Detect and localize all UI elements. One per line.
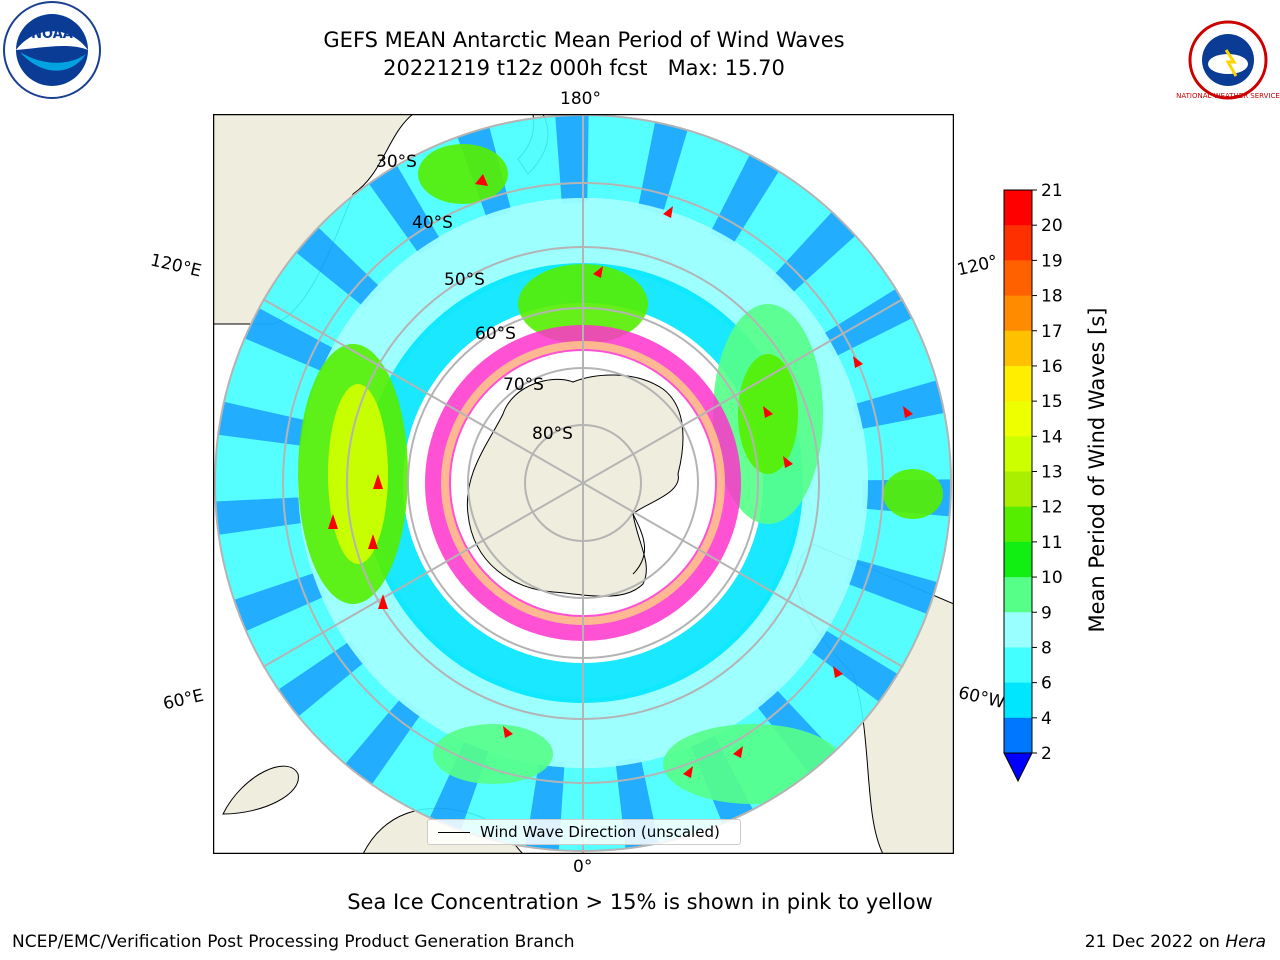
land-madagascar: [222, 765, 299, 815]
colorbar-segment: [1004, 506, 1032, 543]
colorbar-tick-label: 15: [1041, 392, 1063, 412]
lon-label-0: 0°: [573, 857, 593, 877]
colorbar-tick-label: 8: [1041, 638, 1052, 658]
colorbar-segment: [1004, 190, 1032, 226]
colorbar-tick-label: 9: [1041, 603, 1052, 623]
map-subtitle: 20221219 t12z 000h fcst Max: 15.70: [383, 56, 785, 80]
colorbar-tick-label: 13: [1041, 463, 1063, 483]
footer-date: 21 Dec 2022 on Hera: [1085, 932, 1266, 952]
graticule: [214, 114, 952, 854]
colorbar-tick-label: 12: [1041, 498, 1063, 518]
nws-logo: NATIONAL WEATHER SERVICE: [1176, 20, 1280, 100]
colorbar-label: Mean Period of Wind Waves [s]: [1085, 307, 1109, 633]
colorbar-tick-label: 19: [1041, 251, 1063, 271]
colorbar-segment: [1004, 682, 1032, 719]
colorbar-segment: [1004, 436, 1032, 472]
colorbar-tick-label: 11: [1041, 533, 1063, 553]
lon-label-120e: 120°E: [148, 250, 204, 282]
footer-branch: NCEP/EMC/Verification Post Processing Pr…: [12, 932, 575, 952]
lat-label-80s: 80°S: [532, 424, 573, 444]
colorbar-segment: [1004, 330, 1032, 367]
lat-label-40s: 40°S: [412, 213, 453, 233]
map-title: GEFS MEAN Antarctic Mean Period of Wind …: [323, 28, 845, 52]
colorbar-segment: [1004, 471, 1032, 508]
colorbar-tick-label: 21: [1041, 181, 1063, 201]
noaa-logo-text: NOAA: [31, 27, 73, 42]
colorbar-segment: [1004, 260, 1032, 297]
legend-line-swatch: [438, 831, 470, 833]
nws-logo-text: NATIONAL WEATHER SERVICE: [1176, 92, 1280, 100]
colorbar-tick-label: 18: [1041, 287, 1063, 307]
lat-label-70s: 70°S: [503, 375, 544, 395]
footer-machine: Hera: [1225, 932, 1266, 952]
lat-label-60s: 60°S: [475, 324, 516, 344]
colorbar-segment: [1004, 647, 1032, 684]
colorbar-segment: [1004, 541, 1032, 578]
colorbar-tick-label: 20: [1041, 216, 1063, 236]
colorbar-tick-label: 17: [1041, 322, 1063, 342]
wave-direction-arrows: [328, 174, 913, 778]
lat-label-50s: 50°S: [444, 270, 485, 290]
colorbar-segment: [1004, 717, 1032, 754]
colorbar-tick-label: 14: [1041, 427, 1063, 447]
map-border: [213, 114, 954, 854]
colorbar-tick-label: 2: [1041, 744, 1052, 764]
colorbar-tick-label: 16: [1041, 357, 1063, 377]
colorbar-extend-min: [1003, 752, 1033, 783]
polar-map: [213, 114, 954, 854]
sea-ice-note: Sea Ice Concentration > 15% is shown in …: [347, 890, 933, 914]
land-antarctica: [466, 374, 684, 597]
colorbar-tick-label: 6: [1041, 674, 1052, 694]
footer-date-text: 21 Dec 2022 on: [1084, 932, 1226, 952]
colorbar-tick-label: 4: [1041, 709, 1052, 729]
colorbar-tick-label: 10: [1041, 568, 1063, 588]
lon-label-180: 180°: [560, 89, 601, 109]
lon-label-60e: 60°E: [161, 685, 206, 715]
colorbar: 2 4 6 8 9 10 11 12 13 14 15 16 17 18 19 20 21: [1003, 181, 1063, 783]
colorbar-segment: [1004, 295, 1032, 332]
noaa-logo: NOAA: [3, 1, 101, 99]
legend-label: Wind Wave Direction (unscaled): [480, 823, 720, 841]
colorbar-segment: [1004, 365, 1032, 402]
colorbar-segment: [1004, 577, 1032, 613]
map-legend: Wind Wave Direction (unscaled): [427, 819, 741, 845]
colorbar-segment: [1004, 225, 1032, 261]
colorbar-segment: [1004, 401, 1032, 437]
lat-label-30s: 30°S: [376, 152, 417, 172]
colorbar-segment: [1004, 612, 1032, 648]
